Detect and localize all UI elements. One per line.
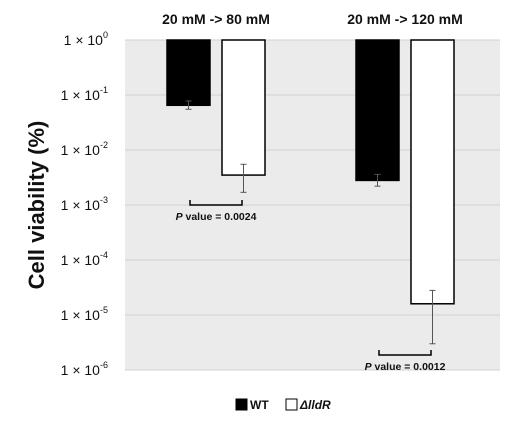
category-labels: 20 mM -> 80 mM 20 mM -> 120 mM — [162, 11, 463, 27]
y-axis-label: Cell viability (%) — [24, 121, 49, 290]
p-value-label: P value = 0.0024 — [176, 211, 257, 223]
significance-bracket — [378, 350, 432, 356]
legend: WT ΔlldR — [235, 398, 331, 412]
y-tick-label: 1 × 10-3 — [61, 195, 108, 213]
category-label: 20 mM -> 80 mM — [162, 11, 270, 27]
y-tick-label: 1 × 10-1 — [61, 85, 108, 103]
y-tick-label: 1 × 10-6 — [61, 360, 108, 378]
significance-bracket — [189, 200, 243, 206]
y-tick-label: 1 × 10-4 — [61, 250, 108, 268]
p-value-label: P value = 0.0012 — [365, 361, 446, 373]
y-tick-label: 1 × 10-2 — [61, 140, 108, 158]
legend-label: ΔlldR — [299, 398, 331, 412]
bar-lldr — [410, 39, 455, 305]
y-tick-label: 1 × 100 — [64, 30, 108, 48]
legend-swatch — [285, 398, 298, 411]
bar-lldr — [221, 39, 266, 176]
legend-swatch — [235, 398, 248, 411]
category-label: 20 mM -> 120 mM — [347, 11, 463, 27]
significance-annotations: P value = 0.0024 P value = 0.0012 — [176, 200, 446, 373]
error-bars — [185, 100, 436, 345]
bar-wt — [355, 39, 400, 182]
legend-label: WT — [250, 398, 269, 412]
y-tick-label: 1 × 10-5 — [61, 305, 108, 323]
bar-wt — [166, 39, 211, 107]
y-axis-ticks: 1 × 100 1 × 10-1 1 × 10-2 1 × 10-3 1 × 10-4 1… — [61, 30, 108, 378]
